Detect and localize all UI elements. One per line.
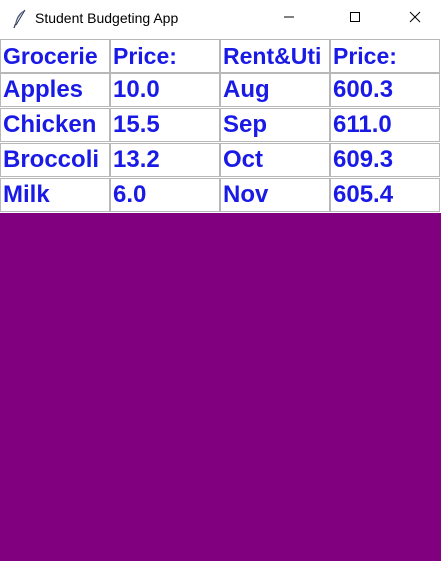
- minimize-icon: [283, 10, 295, 28]
- table-cell[interactable]: 10.0: [110, 73, 220, 107]
- table-cell[interactable]: Broccoli: [0, 143, 110, 177]
- table-cell[interactable]: Oct: [220, 143, 330, 177]
- budget-table: Grocerie Price: Rent&Uti Price: Apples 1…: [0, 38, 441, 213]
- table-cell[interactable]: 605.4: [330, 178, 440, 212]
- header-rent-utilities[interactable]: Rent&Uti: [220, 39, 330, 73]
- table-cell[interactable]: Milk: [0, 178, 110, 212]
- window-title: Student Budgeting App: [35, 10, 179, 26]
- table-cell[interactable]: Apples: [0, 73, 110, 107]
- maximize-icon: [349, 10, 361, 28]
- table-cell[interactable]: 611.0: [330, 108, 440, 142]
- table-cell[interactable]: Sep: [220, 108, 330, 142]
- table-cell[interactable]: Aug: [220, 73, 330, 107]
- feather-icon: [12, 9, 28, 29]
- table-cell[interactable]: 15.5: [110, 108, 220, 142]
- table-cell[interactable]: Chicken: [0, 108, 110, 142]
- client-area: Grocerie Price: Rent&Uti Price: Apples 1…: [0, 38, 441, 561]
- title-bar[interactable]: Student Budgeting App: [0, 0, 441, 38]
- table-cell[interactable]: 609.3: [330, 143, 440, 177]
- header-rent-price[interactable]: Price:: [330, 39, 440, 73]
- table-cell[interactable]: 600.3: [330, 73, 440, 107]
- table-cell[interactable]: 6.0: [110, 178, 220, 212]
- maximize-button[interactable]: [332, 0, 378, 38]
- header-grocery-price[interactable]: Price:: [110, 39, 220, 73]
- close-icon: [409, 10, 421, 28]
- table-cell[interactable]: 13.2: [110, 143, 220, 177]
- minimize-button[interactable]: [266, 0, 312, 38]
- close-button[interactable]: [392, 0, 438, 38]
- header-groceries[interactable]: Grocerie: [0, 39, 110, 73]
- table-cell[interactable]: Nov: [220, 178, 330, 212]
